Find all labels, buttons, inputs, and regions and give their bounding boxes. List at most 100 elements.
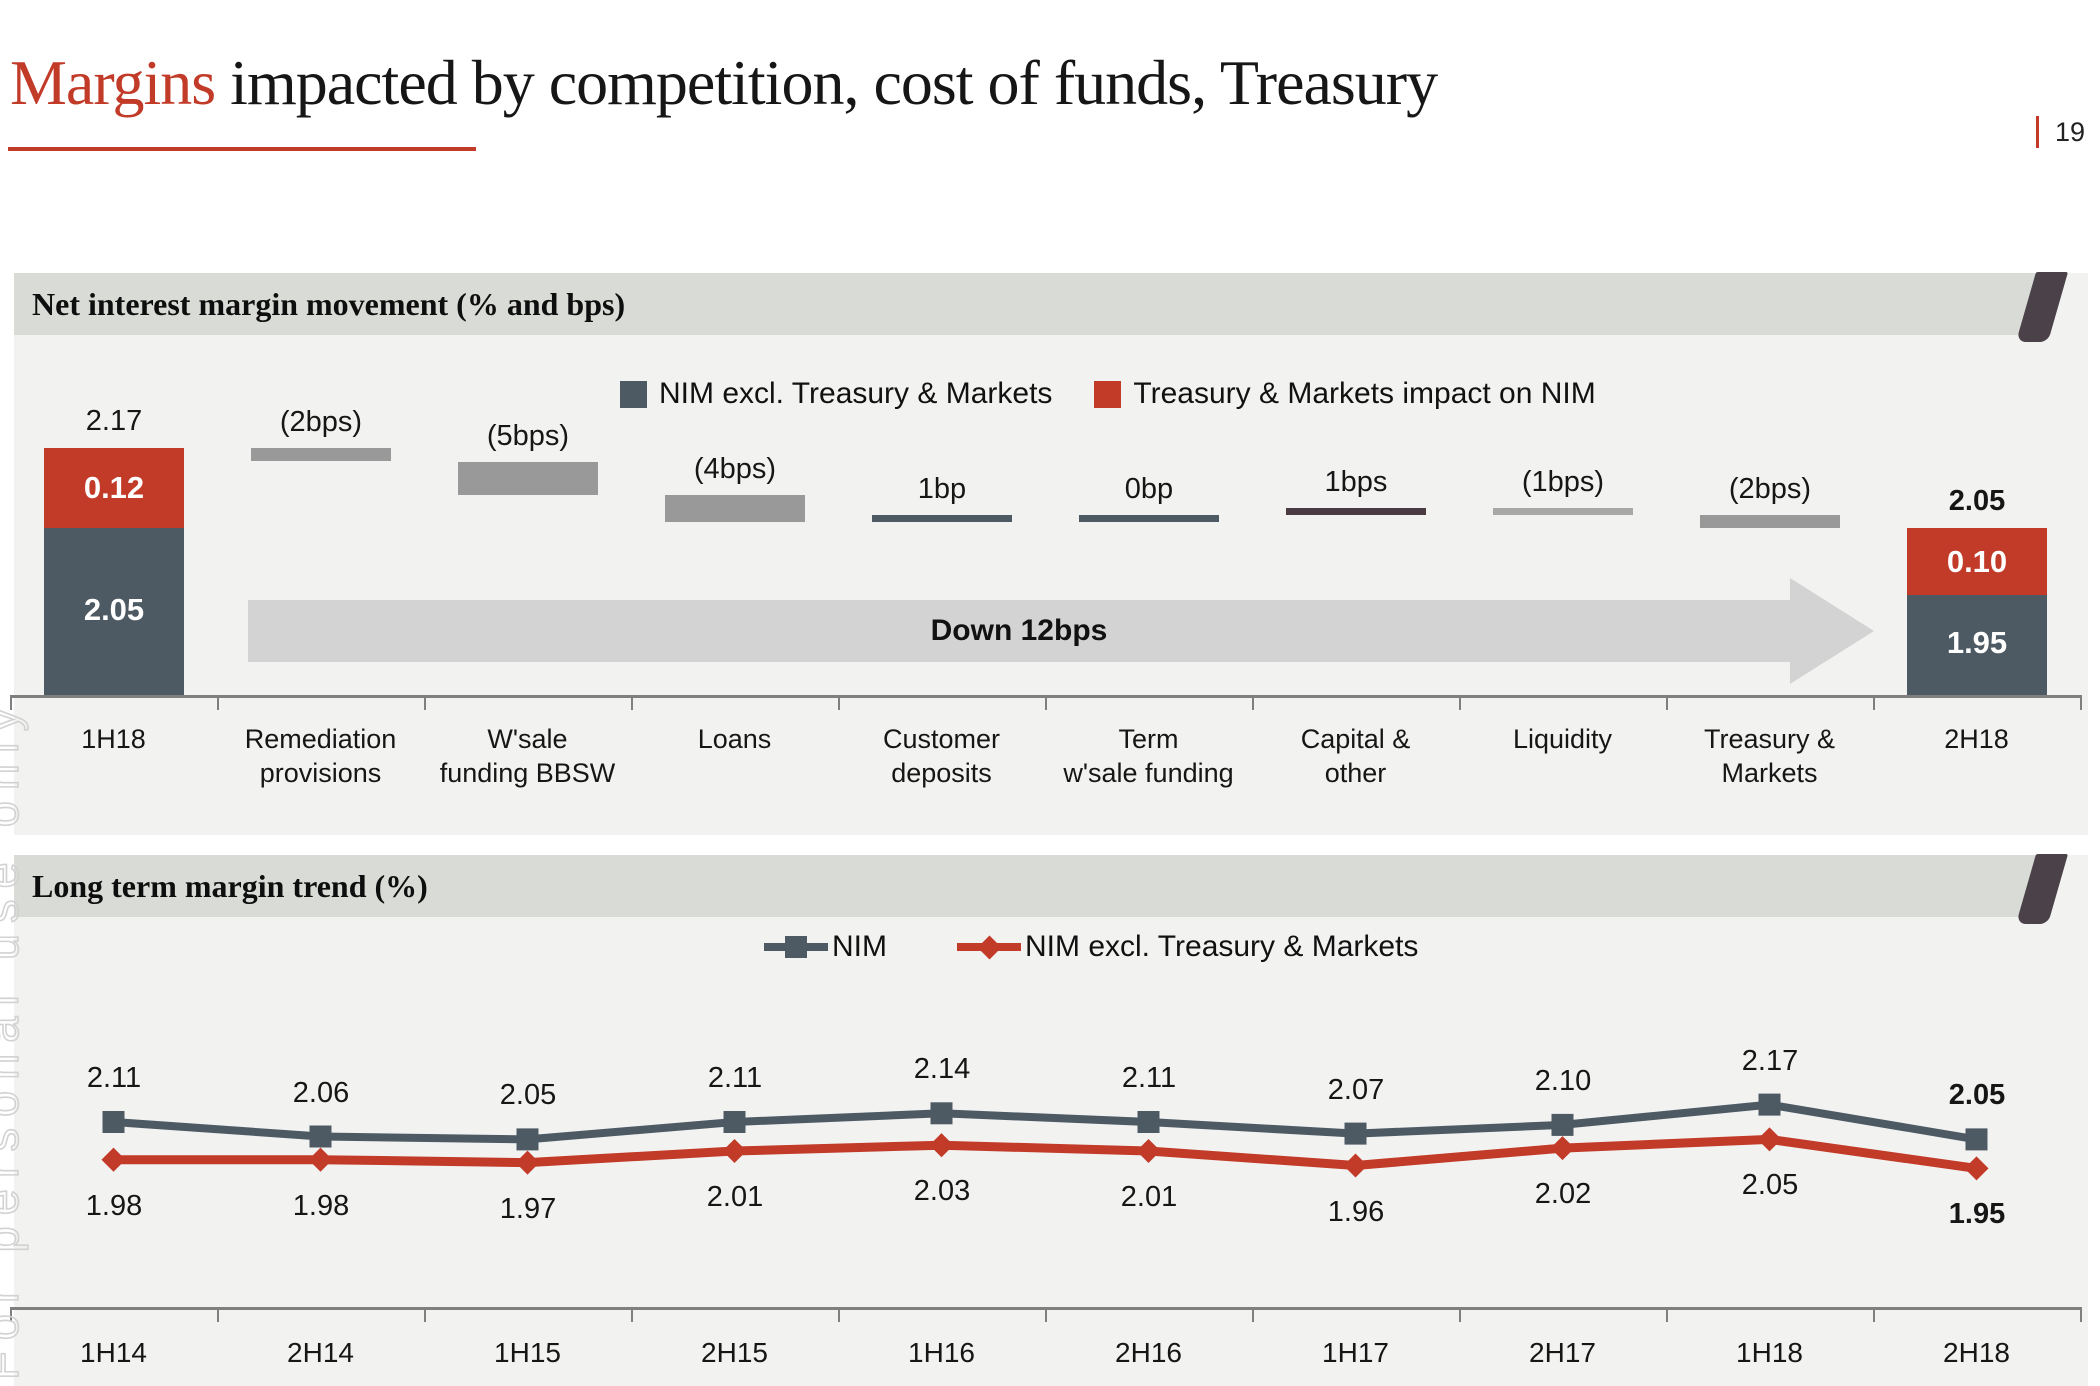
nim-excl-diamond-marker <box>1550 1136 1575 1161</box>
legend-label: NIM <box>832 930 887 963</box>
waterfall-axis-tick <box>2080 697 2082 710</box>
page-title-rest: impacted by competition, cost of funds, … <box>215 47 1438 118</box>
legend-label: NIM excl. Treasury & Markets <box>1025 930 1419 963</box>
waterfall-axis-tick <box>631 697 633 710</box>
trend-value-label: 2.11 <box>707 1062 763 1094</box>
waterfall-bar-treasury-segment <box>44 448 184 528</box>
nim-line-marker <box>764 930 828 964</box>
waterfall-delta-label: (2bps) <box>1728 473 1812 505</box>
trend-value-label: 1.95 <box>1948 1198 2006 1230</box>
trend-legend: NIM NIM excl. Treasury & Markets <box>764 930 1488 964</box>
nim-excl-line-marker <box>957 930 1021 964</box>
waterfall-step-bar <box>1493 508 1633 515</box>
waterfall-delta-label: (1bps) <box>1521 466 1605 498</box>
waterfall-category-label: Loans <box>697 724 772 754</box>
waterfall-header-band: Net interest margin movement (% and bps) <box>14 272 2069 342</box>
waterfall-step-bar <box>1286 508 1426 515</box>
waterfall-delta-label: 1bps <box>1324 466 1388 498</box>
trend-value-label: 2.10 <box>1534 1065 1592 1097</box>
nim-excl-series-line <box>113 1134 1978 1173</box>
waterfall-category-label: Customer deposits <box>882 724 1001 788</box>
waterfall-bar-treasury-segment <box>1907 528 2047 595</box>
trend-axis-tick <box>217 1309 219 1322</box>
nim-excl-diamond-marker <box>1757 1127 1782 1152</box>
nim-series-line <box>113 1100 1978 1144</box>
nim-excl-diamond-marker <box>929 1133 954 1158</box>
waterfall-step-bar <box>1079 515 1219 522</box>
trend-axis-tick <box>631 1309 633 1322</box>
trend-category-label: 2H14 <box>287 1337 354 1368</box>
trend-category-label: 1H17 <box>1322 1337 1389 1368</box>
waterfall-category-label: Treasury & Markets <box>1703 724 1836 788</box>
waterfall-axis-tick <box>1252 697 1254 710</box>
waterfall-step-bar <box>458 462 598 495</box>
page-number-value: 19 <box>2055 116 2086 147</box>
waterfall-bar-nim-segment <box>1907 595 2047 695</box>
nim-excl-diamond-marker <box>1964 1156 1989 1181</box>
trend-category-label: 2H15 <box>701 1337 768 1368</box>
trend-axis-tick <box>838 1309 840 1322</box>
trend-axis <box>10 1307 2082 1310</box>
waterfall-treasury-value: 0.10 <box>1946 544 2008 579</box>
legend-item-treasury-impact: Treasury & Markets impact on NIM <box>1094 377 1596 411</box>
trend-value-label: 2.05 <box>1948 1079 2006 1111</box>
legend-swatch-slate <box>620 380 647 408</box>
nim-square-marker <box>1758 1093 1781 1116</box>
trend-axis-tick <box>1045 1309 1047 1322</box>
trend-category-label: 2H17 <box>1529 1337 1596 1368</box>
trend-category-label: 1H15 <box>494 1337 561 1368</box>
waterfall-step-bar <box>665 495 805 522</box>
trend-value-label: 2.03 <box>913 1175 971 1207</box>
nim-square-marker <box>1137 1111 1160 1133</box>
nim-excl-diamond-marker <box>308 1147 333 1172</box>
waterfall-step-bar <box>872 515 1012 522</box>
trend-value-label: 2.02 <box>1534 1178 1592 1210</box>
waterfall-title: Net interest margin movement (% and bps) <box>32 286 626 322</box>
waterfall-total-label: 2.05 <box>1948 485 2006 517</box>
trend-category-label: 1H14 <box>80 1337 147 1368</box>
trend-value-label: 2.11 <box>86 1062 142 1094</box>
legend-item-nim-excl: NIM excl. Treasury & Markets <box>620 377 1052 411</box>
page-title-highlight: Margins <box>10 47 216 118</box>
trend-value-label: 2.01 <box>706 1181 764 1213</box>
waterfall-step-bar <box>251 448 391 461</box>
nim-square-marker <box>516 1128 539 1151</box>
legend-label: Treasury & Markets impact on NIM <box>1133 377 1596 410</box>
waterfall-axis-tick <box>424 697 426 710</box>
legend-square-marker <box>785 936 807 958</box>
waterfall-category-label: Term w'sale funding <box>1063 724 1234 788</box>
trend-category-label: 2H16 <box>1115 1337 1182 1368</box>
trend-value-label: 2.05 <box>1741 1169 1799 1201</box>
trend-header-band: Long term margin trend (%) <box>14 854 2069 924</box>
waterfall-delta-label: (2bps) <box>279 406 363 438</box>
trend-axis-tick <box>1252 1309 1254 1322</box>
trend-value-label: 1.97 <box>499 1193 557 1225</box>
trend-value-label: 1.98 <box>85 1190 143 1222</box>
trend-value-label: 1.96 <box>1327 1196 1385 1228</box>
nim-square-marker <box>723 1111 746 1133</box>
down-arrow-head <box>1790 578 1874 684</box>
trend-category-label: 1H16 <box>908 1337 975 1368</box>
nim-excl-diamond-marker <box>515 1150 540 1175</box>
waterfall-axis-tick <box>217 697 219 710</box>
trend-category-label: 1H18 <box>1736 1337 1803 1368</box>
waterfall-axis-tick <box>838 697 840 710</box>
trend-axis-tick <box>2080 1309 2082 1322</box>
nim-square-marker <box>1344 1122 1367 1145</box>
trend-axis-tick <box>1666 1309 1668 1322</box>
trend-value-label: 2.07 <box>1327 1074 1385 1106</box>
trend-value-label: 2.01 <box>1120 1181 1178 1213</box>
waterfall-category-label: 1H18 <box>81 724 146 754</box>
nim-excl-diamond-marker <box>1136 1138 1161 1164</box>
page-number-divider <box>2036 116 2039 148</box>
waterfall-total-label: 2.17 <box>85 405 143 437</box>
nim-square-marker <box>102 1111 125 1133</box>
nim-square-marker <box>309 1125 332 1148</box>
trend-value-label: 2.05 <box>499 1079 557 1111</box>
trend-axis-tick <box>1459 1309 1461 1322</box>
trend-axis-tick <box>424 1309 426 1322</box>
nim-square-marker <box>1551 1113 1574 1136</box>
waterfall-category-label: Liquidity <box>1512 724 1613 754</box>
legend-item-nim-excl: NIM excl. Treasury & Markets <box>957 930 1418 964</box>
nim-square-marker <box>930 1102 953 1125</box>
